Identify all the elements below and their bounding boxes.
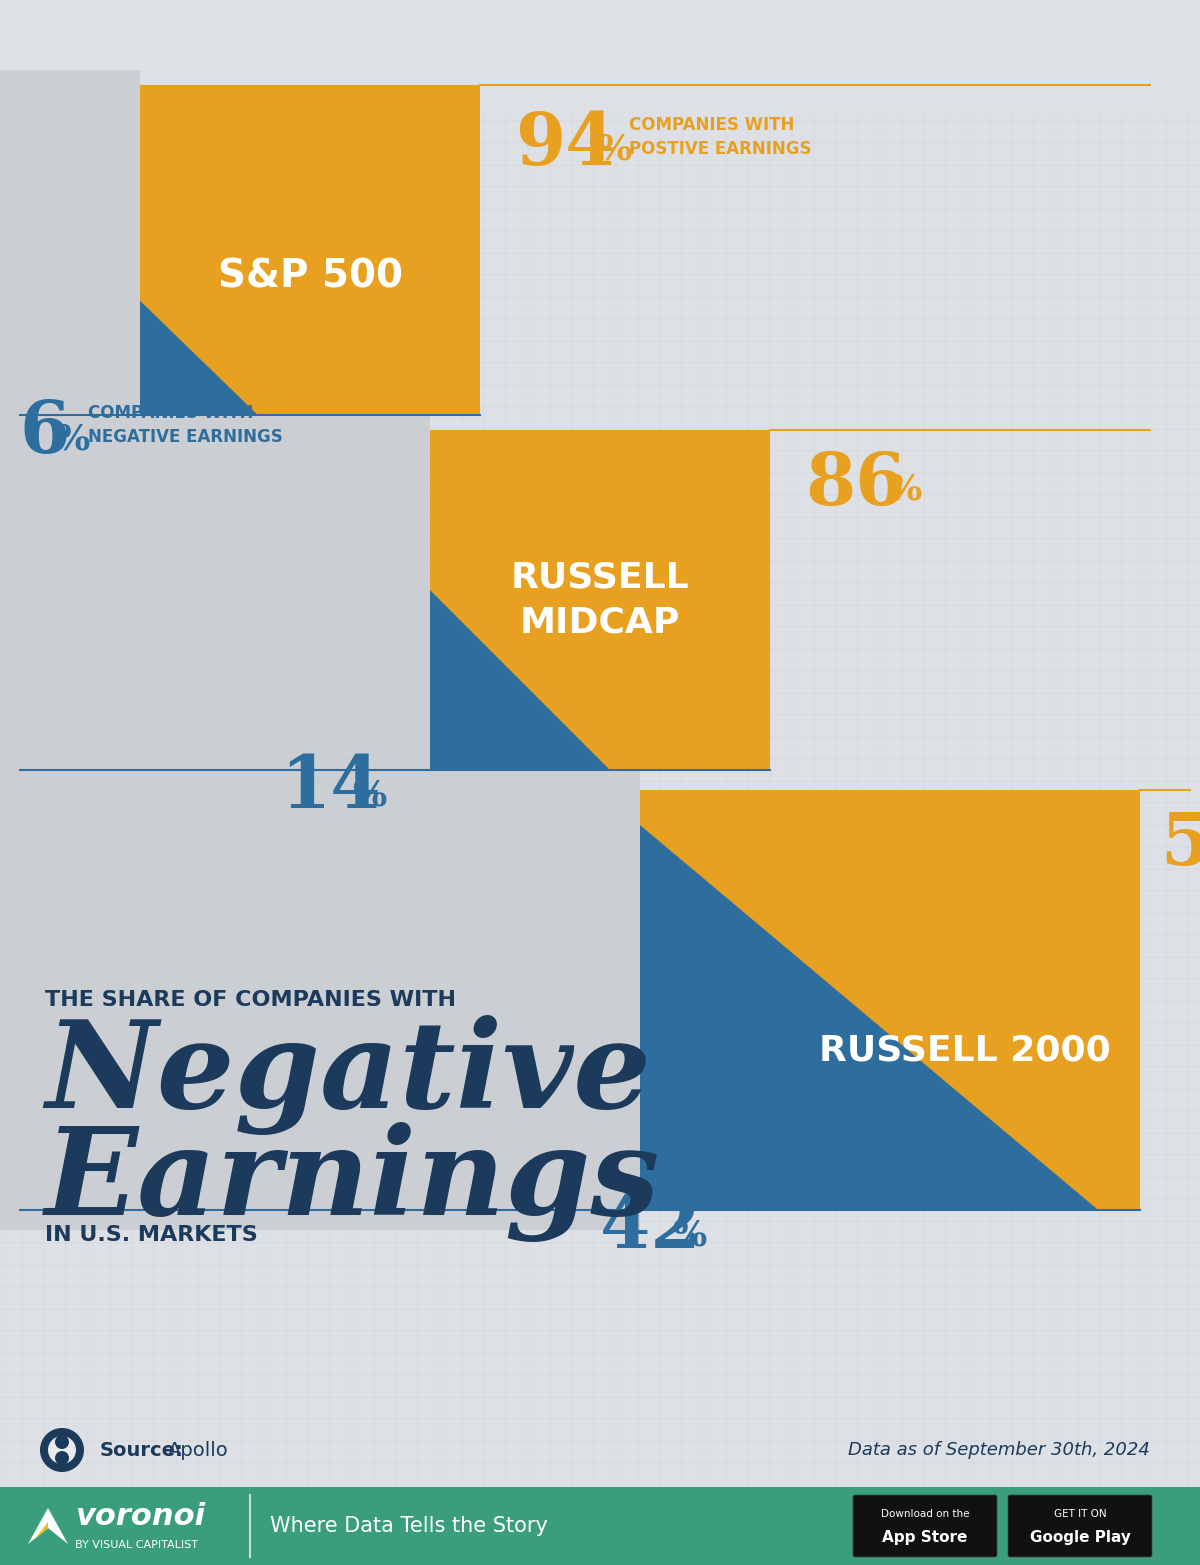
Text: %: %: [352, 778, 386, 812]
Text: BY VISUAL CAPITALIST: BY VISUAL CAPITALIST: [74, 1540, 198, 1551]
Text: 86: 86: [805, 449, 906, 521]
Circle shape: [40, 1427, 84, 1473]
Text: 94: 94: [515, 110, 616, 180]
Polygon shape: [430, 590, 610, 770]
Text: 42: 42: [600, 1193, 701, 1263]
Text: Earnings: Earnings: [46, 1122, 660, 1243]
Text: THE SHARE OF COMPANIES WITH: THE SHARE OF COMPANIES WITH: [46, 991, 456, 1009]
Text: 6: 6: [20, 398, 71, 468]
Bar: [640, 790, 1140, 1210]
Text: RUSSELL
MIDCAP: RUSSELL MIDCAP: [511, 560, 689, 640]
Text: Download on the: Download on the: [881, 1509, 970, 1520]
Text: 58: 58: [1160, 809, 1200, 881]
Text: %: %: [887, 473, 922, 507]
Text: COMPANIES WITH
NEGATIVE EARNINGS: COMPANIES WITH NEGATIVE EARNINGS: [88, 404, 283, 446]
FancyBboxPatch shape: [853, 1495, 997, 1557]
Text: Google Play: Google Play: [1030, 1531, 1130, 1545]
Text: %: %: [672, 1218, 707, 1252]
Text: GET IT ON: GET IT ON: [1054, 1509, 1106, 1520]
Text: IN U.S. MARKETS: IN U.S. MARKETS: [46, 1225, 258, 1246]
Text: Where Data Tells the Story: Where Data Tells the Story: [270, 1516, 548, 1535]
Bar: [140, 85, 480, 415]
Text: App Store: App Store: [882, 1531, 967, 1545]
Text: voronoi: voronoi: [74, 1502, 205, 1531]
Polygon shape: [140, 300, 258, 415]
Text: 14: 14: [280, 753, 380, 823]
Bar: [0, 1487, 1200, 1565]
Text: RUSSELL 2000: RUSSELL 2000: [820, 1033, 1111, 1067]
Text: %: %: [598, 133, 631, 167]
Text: COMPANIES WITH
POSTIVE EARNINGS: COMPANIES WITH POSTIVE EARNINGS: [629, 116, 811, 158]
Polygon shape: [640, 825, 1098, 1210]
FancyBboxPatch shape: [1008, 1495, 1152, 1557]
Bar: [430, 430, 770, 770]
Text: S&P 500: S&P 500: [217, 257, 402, 296]
Circle shape: [55, 1435, 70, 1449]
Text: %: %: [55, 423, 89, 457]
Text: Negative: Negative: [46, 1016, 650, 1135]
Text: Source:: Source:: [100, 1440, 184, 1460]
Text: Data as of September 30th, 2024: Data as of September 30th, 2024: [848, 1441, 1150, 1459]
Polygon shape: [0, 70, 640, 1230]
Circle shape: [55, 1451, 70, 1465]
Text: Apollo: Apollo: [168, 1440, 229, 1460]
Polygon shape: [34, 1523, 48, 1540]
Circle shape: [48, 1437, 76, 1463]
Polygon shape: [28, 1509, 68, 1545]
